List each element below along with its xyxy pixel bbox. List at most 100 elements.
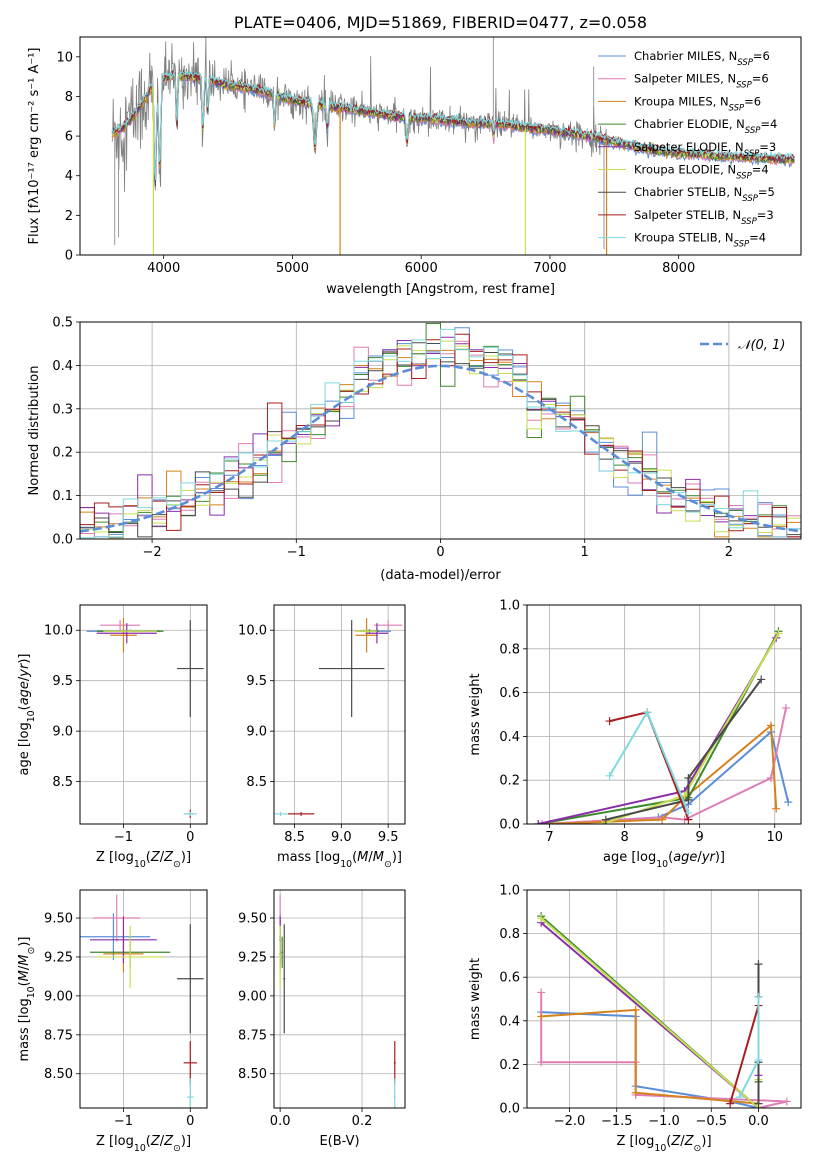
y-tick-label: 9.25	[44, 950, 73, 965]
errorbar-point	[279, 925, 282, 989]
y-tick-label: 8.75	[44, 1028, 73, 1043]
errorbar-point	[365, 623, 389, 644]
axes-frame	[273, 604, 406, 825]
errorbar-point	[393, 1041, 396, 1085]
y-tick-label: 2	[65, 209, 73, 224]
y-tick-label: 8.50	[238, 1067, 267, 1082]
residual-histogram	[80, 328, 801, 539]
weight-marker	[537, 1058, 546, 1067]
y-tick-label: 0.1	[52, 489, 73, 504]
weight-line	[541, 1008, 760, 1105]
errorbar-point	[186, 1078, 194, 1108]
errorbar-point	[110, 618, 137, 653]
age_vs_Z-axes: −1 0 8.5 9.0 9.5 10.0 Z [log10(Z/Z⊙)] age [log1…	[17, 604, 208, 870]
errorbar-point	[274, 811, 289, 816]
y-tick-label: 0.3	[52, 402, 73, 417]
y-tick-label: 8.50	[44, 1067, 73, 1082]
normal-curve	[80, 364, 801, 533]
errorbar-point	[176, 620, 204, 718]
mass_vs_Z-ylabel: mass [log10(M/M⊙)]	[17, 937, 37, 1062]
residuals-ylabel: Normed distribution	[27, 366, 42, 496]
weight-marker	[782, 1097, 791, 1106]
weight-marker	[772, 804, 781, 813]
y-tick-label: 10.0	[44, 624, 73, 639]
legend-entry: Salpeter STELIB, NSSP=3	[634, 208, 774, 227]
weight-marker	[537, 988, 546, 997]
weight-marker	[684, 795, 693, 804]
weight_vs_Z-plot-area	[537, 912, 791, 1108]
y-tick-label: 8.75	[238, 1028, 267, 1043]
x-tick-label: 10	[766, 830, 783, 845]
weight-marker	[757, 675, 766, 684]
weight_vs_Z-ylabel: mass weight	[468, 958, 483, 1040]
x-tick-label: −2.0	[554, 1114, 586, 1129]
errorbar-point	[176, 924, 204, 1034]
x-tick-label: 6000	[405, 261, 438, 276]
legend-entry: Kroupa STELIB, NSSP=4	[634, 231, 766, 250]
x-tick-label: 8000	[662, 261, 695, 276]
x-tick-label: −1	[114, 1114, 133, 1129]
y-tick-label: 0.2	[52, 446, 73, 461]
age_vs_Z-ylabel: age [log10(age/yr)]	[17, 653, 37, 775]
weight-marker	[754, 992, 763, 1001]
errorbar-point	[354, 629, 377, 634]
y-tick-label: 0.6	[499, 686, 520, 701]
spectrum-axes: 4000 5000 6000 7000 8000 0 2 4 6 8 10 wavelength [A…	[27, 36, 802, 297]
weight-marker	[643, 708, 652, 717]
legend-entry: Kroupa MILES, NSSP=6	[634, 94, 761, 113]
axes-frame	[79, 604, 208, 825]
weight_vs_Z-axes: −2.0 −1.5 −1.0 −0.5 0.0 0.0 0.2 0.4 0.6 0.8 1.0 Z […	[468, 884, 802, 1154]
axes-frame	[79, 36, 802, 256]
errorbar-point	[355, 618, 378, 653]
weight-line	[549, 723, 778, 824]
errorbar-point	[288, 811, 315, 816]
weight-marker	[766, 721, 775, 730]
weight-marker	[754, 1056, 763, 1065]
weight-marker	[684, 809, 693, 818]
errorbar-point	[103, 629, 157, 634]
x-tick-label: 0	[186, 830, 194, 845]
weight-marker	[754, 1099, 763, 1108]
y-tick-label: 0.0	[499, 818, 520, 833]
weight-marker	[538, 820, 547, 824]
legend-entry: Salpeter MILES, NSSP=6	[634, 72, 769, 91]
y-tick-label: 0.8	[499, 642, 520, 657]
residuals-xlabel: (data-model)/error	[380, 568, 501, 583]
x-tick-label: 9.0	[331, 830, 352, 845]
mass_vs_Z-axes: −1 0 8.50 8.75 9.00 9.25 9.50 Z [log10(Z/Z⊙)] ma…	[17, 889, 208, 1154]
mass_vs_Z-plot-area	[80, 894, 204, 1108]
mass_vs_Z-xlabel: Z [log10(Z/Z⊙)]	[96, 1134, 191, 1154]
errorbar-point	[100, 620, 141, 631]
x-tick-label: −1.5	[601, 1114, 633, 1129]
age_vs_Z-plot-area	[86, 618, 204, 818]
y-tick-label: 0	[65, 249, 73, 264]
y-tick-label: 0.4	[499, 730, 520, 745]
y-tick-label: 0.6	[499, 971, 520, 986]
y-tick-label: 8.5	[246, 775, 267, 790]
y-tick-label: 0.8	[499, 927, 520, 942]
x-tick-label: −0.5	[695, 1114, 727, 1129]
y-tick-label: 6	[65, 130, 73, 145]
y-tick-label: 1.0	[499, 599, 520, 614]
weight_vs_age-ylabel: mass weight	[468, 673, 483, 755]
weight-line	[538, 637, 778, 824]
mass_vs_EBV-plot-area	[279, 894, 396, 1108]
x-tick-label: 0.0	[748, 1114, 769, 1129]
spectrum-xlabel: wavelength [Angstrom, rest frame]	[326, 282, 555, 297]
x-tick-label: 7	[545, 830, 553, 845]
weight-marker	[631, 1005, 640, 1014]
errorbar-point	[183, 811, 197, 816]
x-tick-label: 7000	[533, 261, 566, 276]
weight-marker	[601, 815, 610, 824]
x-tick-label: 8	[620, 830, 628, 845]
legend-entry: Chabrier MILES, NSSP=6	[634, 49, 770, 68]
weight-marker	[598, 820, 607, 824]
x-tick-label: −2	[143, 545, 162, 560]
x-tick-label: 1	[581, 545, 589, 560]
y-tick-label: 0.0	[52, 533, 73, 548]
legend-entry: Chabrier ELODIE, NSSP=4	[634, 117, 777, 136]
residuals-plot-area	[80, 323, 801, 539]
y-tick-label: 0.0	[499, 1102, 520, 1117]
y-tick-label: 1.0	[499, 884, 520, 899]
